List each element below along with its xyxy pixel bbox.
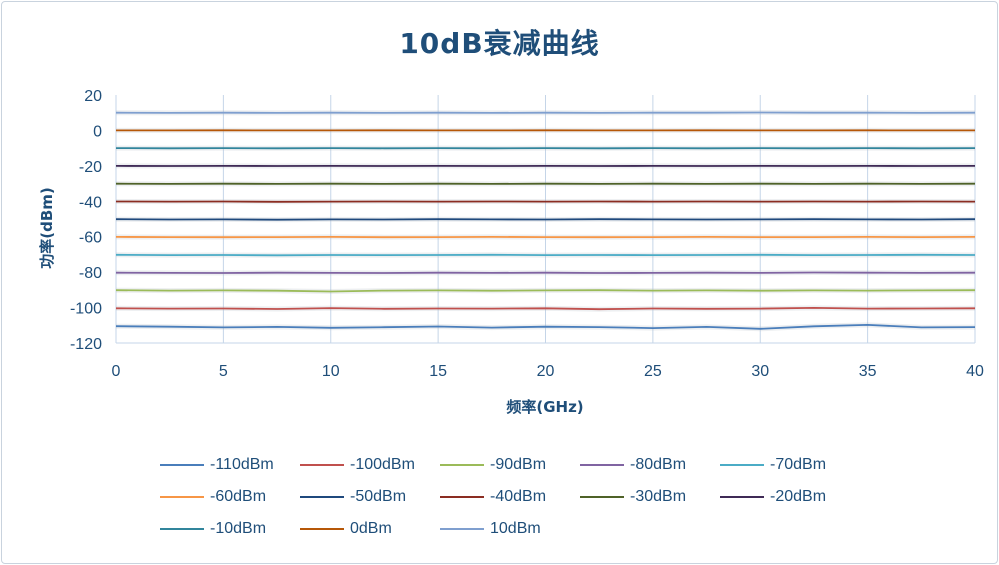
- legend-label: 10dBm: [490, 520, 541, 537]
- series-line--100dBm: [115, 306, 976, 311]
- legend-swatch: [160, 496, 204, 498]
- legend-item: -30dBm: [580, 486, 720, 508]
- x-tick-label: 20: [537, 363, 555, 380]
- y-axis-label: 功率(dBm): [38, 187, 56, 269]
- legend-label: 0dBm: [350, 520, 392, 537]
- series-line--110dBm: [115, 323, 976, 330]
- legend-item: 10dBm: [440, 518, 580, 540]
- y-tick-label: 20: [84, 88, 102, 105]
- x-tick-label: 25: [644, 363, 662, 380]
- legend-swatch: [160, 464, 204, 466]
- y-tick-labels: 20 0 -20 -40 -60 -80 -100 -120: [70, 88, 102, 353]
- legend-swatch: [580, 464, 624, 466]
- legend-label: -110dBm: [210, 456, 274, 473]
- x-tick-label: 40: [966, 363, 984, 380]
- legend: -110dBm -100dBm -90dBm -80dBm -70dBm -60dBm -5…: [160, 454, 860, 540]
- legend-swatch: [300, 496, 344, 498]
- legend-item: -40dBm: [440, 486, 580, 508]
- x-tick-label: 0: [112, 363, 121, 380]
- legend-swatch: [440, 528, 484, 530]
- legend-swatch: [440, 496, 484, 498]
- legend-label: -80dBm: [630, 456, 687, 473]
- legend-swatch: [300, 464, 344, 466]
- legend-label: -30dBm: [630, 488, 687, 505]
- legend-label: -40dBm: [490, 488, 547, 505]
- x-tick-label: 30: [751, 363, 769, 380]
- y-tick-label: -100: [70, 301, 102, 318]
- legend-item: -60dBm: [160, 486, 300, 508]
- x-tick-label: 5: [219, 363, 228, 380]
- legend-label: -90dBm: [490, 456, 547, 473]
- y-tick-label: -120: [70, 336, 102, 353]
- legend-swatch: [720, 464, 764, 466]
- legend-item: 0dBm: [300, 518, 440, 540]
- x-tick-label: 15: [429, 363, 447, 380]
- x-tick-label: 35: [859, 363, 877, 380]
- legend-label: -10dBm: [210, 520, 267, 537]
- legend-item: -10dBm: [160, 518, 300, 540]
- y-tick-label: -60: [79, 230, 102, 247]
- y-tick-label: -20: [79, 159, 102, 176]
- legend-label: -50dBm: [350, 488, 407, 505]
- y-tick-label: -40: [79, 194, 102, 211]
- legend-item: -80dBm: [580, 454, 720, 476]
- legend-label: -60dBm: [210, 488, 267, 505]
- series-line--90dBm: [115, 289, 976, 293]
- series-line--80dBm: [115, 271, 976, 274]
- y-tick-label: 0: [93, 123, 102, 140]
- legend-label: -70dBm: [770, 456, 827, 473]
- legend-swatch: [580, 496, 624, 498]
- x-tick-label: 10: [322, 363, 340, 380]
- legend-item: -20dBm: [720, 486, 860, 508]
- x-tick-labels: 0 5 10 15 20 25 30 35 40: [112, 363, 984, 380]
- legend-item: -50dBm: [300, 486, 440, 508]
- y-tick-label: -80: [79, 265, 102, 282]
- series-lines: [115, 110, 976, 332]
- legend-swatch: [720, 496, 764, 498]
- legend-item: -90dBm: [440, 454, 580, 476]
- legend-item: -100dBm: [300, 454, 440, 476]
- chart-title: 10dB衰减曲线: [399, 27, 600, 60]
- x-axis-label: 频率(GHz): [506, 398, 583, 416]
- legend-item: -70dBm: [720, 454, 860, 476]
- legend-label: -100dBm: [350, 456, 415, 473]
- legend-swatch: [160, 528, 204, 530]
- legend-label: -20dBm: [770, 488, 827, 505]
- legend-swatch: [300, 528, 344, 530]
- series-line--70dBm: [115, 253, 976, 257]
- legend-swatch: [440, 464, 484, 466]
- legend-item: -110dBm: [160, 454, 300, 476]
- series-line--50dBm: [115, 218, 976, 221]
